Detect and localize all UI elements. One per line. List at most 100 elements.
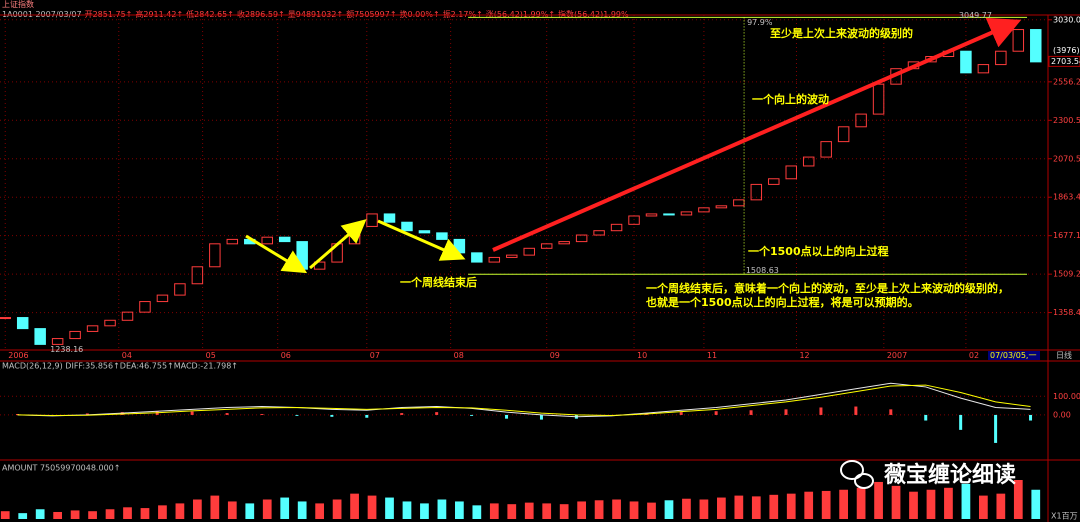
macd-bar	[505, 414, 509, 419]
volume-bar	[944, 487, 953, 519]
macd-bar	[959, 414, 963, 430]
x-tick-label: 11	[707, 351, 717, 360]
macd-bar	[470, 414, 474, 416]
candle-body	[69, 330, 81, 340]
candle-body	[593, 230, 605, 236]
y-tick-label: 3030.0	[1053, 15, 1080, 24]
volume-bar	[227, 501, 237, 519]
volume-bar	[489, 503, 499, 519]
annotation: 一个周线结束后	[400, 275, 477, 289]
volume-bar	[682, 498, 691, 519]
candle-body	[628, 215, 640, 225]
level-label: 3049.77	[959, 11, 992, 20]
macd-bar	[365, 414, 369, 418]
candle-body	[209, 243, 221, 268]
x-tick-label: 12	[799, 351, 809, 360]
macd-bar	[295, 414, 299, 416]
volume-bar	[385, 497, 394, 519]
candle-body	[453, 238, 466, 254]
volume-bar	[88, 511, 97, 519]
macd-bar	[854, 406, 858, 415]
volume-bar	[542, 503, 552, 519]
y-tick-label: 0.00	[1053, 410, 1071, 419]
candle-body	[488, 256, 501, 263]
annotation: 也就是一个1500点以上的向上过程，将是可以预期的。	[646, 295, 919, 309]
last-price-label: 2703.54	[1051, 57, 1080, 66]
volume-bar	[734, 495, 744, 519]
candle-body	[733, 199, 745, 207]
candle-body	[540, 243, 553, 249]
candle-body	[645, 213, 658, 217]
low-label: 1238.16	[50, 345, 83, 354]
volume-bar	[979, 495, 988, 519]
macd-bar	[679, 412, 683, 415]
volume-bar	[751, 496, 761, 519]
candle-body	[715, 205, 728, 209]
y-tick-label: 1677.1	[1053, 231, 1080, 240]
volume-bar	[821, 490, 831, 519]
x-tick-label: 09	[550, 351, 560, 360]
candle-body	[1030, 29, 1042, 63]
header-title: 上证指数	[2, 0, 34, 9]
volume-bar	[158, 505, 167, 519]
y-tick-label: 1358.4	[1053, 308, 1080, 317]
volume-bar	[874, 481, 883, 519]
annotation: 至少是上次上来波动的级别的	[770, 26, 913, 40]
volume-bar	[140, 508, 150, 519]
x-tick-label: 10	[637, 351, 647, 360]
candle-body	[401, 221, 413, 232]
volume-bar	[612, 499, 621, 519]
volume-bar	[175, 503, 185, 519]
candle-body	[575, 234, 588, 243]
candle-body	[471, 252, 483, 263]
volume-bar	[717, 497, 726, 519]
x-tick-label: 05	[206, 351, 216, 360]
candle-body	[750, 183, 763, 201]
volume-bar	[909, 491, 918, 519]
candle-body	[383, 213, 396, 223]
volume-bar	[53, 511, 63, 519]
pane-title: AMOUNT 75059970048.000↑	[2, 464, 120, 473]
pane-title: MACD(26,12,9) DIFF:35.856↑DEA:46.755↑MAC…	[2, 362, 238, 371]
candle-body	[610, 223, 623, 232]
macd-bar	[15, 414, 19, 415]
macd-bar	[330, 414, 334, 417]
volume-bar	[664, 500, 674, 519]
volume-bar	[437, 499, 447, 519]
x-tick-label: 06	[281, 351, 291, 360]
volume-bar	[891, 485, 901, 519]
candle-body	[0, 317, 11, 320]
y-tick-label: 2556.25	[1053, 77, 1080, 86]
macd-bar	[400, 413, 404, 415]
candle-body	[820, 141, 832, 158]
volume-bar	[839, 489, 849, 519]
side-label: (3976)	[1053, 46, 1080, 55]
volume-bar	[769, 494, 779, 519]
x-tick-label: 07	[370, 351, 380, 360]
candle-body	[174, 283, 186, 296]
volume-bar	[856, 487, 866, 519]
y-tick-label: 100.00	[1053, 392, 1080, 401]
candle-body	[698, 207, 710, 213]
last-price-box	[1048, 55, 1080, 67]
candle-body	[768, 178, 780, 185]
volume-bar	[367, 495, 377, 519]
arrows	[245, 17, 1022, 274]
cursor-date-box	[988, 351, 1040, 360]
period-label: 日线	[1056, 350, 1072, 360]
candle-body	[296, 241, 308, 270]
macd-bar	[924, 414, 928, 421]
candle-body	[855, 113, 867, 128]
macd-bar	[435, 412, 439, 415]
volume-bar	[35, 509, 45, 519]
macd-bar	[784, 409, 788, 415]
volume-bar	[193, 499, 202, 519]
y-tick-label: 1509.2	[1053, 270, 1080, 279]
volume-bar	[926, 489, 936, 519]
volume-bar	[210, 495, 220, 519]
macd-bar	[225, 413, 229, 415]
macd-line	[17, 382, 1031, 418]
volume-bar	[70, 510, 80, 519]
